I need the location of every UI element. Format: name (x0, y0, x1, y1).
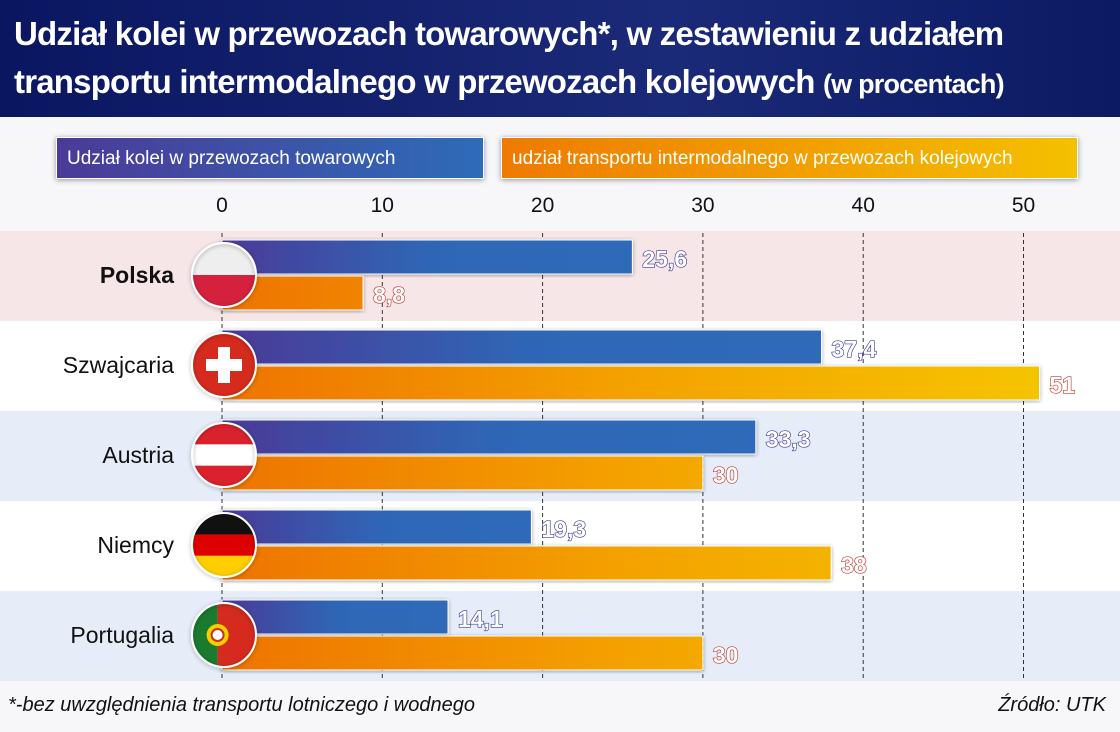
x-tick-label: 40 (852, 194, 875, 217)
bar-intermodal (221, 545, 832, 581)
data-label: 38 (841, 552, 867, 578)
flag-emblem (210, 628, 225, 642)
x-tick-label: 30 (691, 194, 714, 217)
flag-border (191, 602, 257, 668)
bar-intermodal (221, 365, 1041, 401)
data-label: 37,4 (832, 336, 877, 362)
x-tick-label: 50 (1012, 194, 1035, 217)
flag-border (191, 242, 257, 308)
data-label: 33,3 (766, 426, 811, 452)
bar-rail-share (221, 329, 823, 365)
flag-stripe (192, 423, 256, 445)
chart-title: Udział kolei w przewozach towarowych*, w… (0, 0, 1120, 117)
x-tick-label: 0 (216, 194, 228, 217)
bar-rail-share (221, 239, 633, 275)
footnote: *-bez uwzględnienia transportu lotniczeg… (8, 694, 475, 716)
flag-germany-icon (191, 512, 257, 578)
category-label: Szwajcaria (63, 352, 174, 378)
category-label: Niemcy (97, 532, 174, 558)
category-label: Austria (102, 442, 174, 468)
flag-cross (206, 359, 242, 371)
data-label: 25,6 (642, 246, 687, 272)
source: Źródło: UTK (998, 694, 1106, 716)
data-label: 30 (713, 642, 739, 668)
flag-body (192, 333, 256, 397)
bar-rail-share (221, 599, 449, 635)
flag-portugal-icon (191, 602, 257, 668)
bar-intermodal (221, 635, 704, 671)
data-label: 8,8 (373, 282, 405, 308)
bar-rail-share (221, 509, 532, 545)
flag-stripe (192, 444, 256, 467)
bar-intermodal (221, 455, 704, 491)
category-label: Polska (100, 262, 174, 288)
flag-stripe (192, 513, 256, 535)
data-label: 14,1 (458, 606, 503, 632)
x-tick-label: 10 (371, 194, 394, 217)
flag-stripe (192, 534, 256, 557)
x-tick-label: 20 (531, 194, 554, 217)
flag-border (191, 332, 257, 398)
category-label: Portugalia (70, 622, 174, 648)
legend-series-1: Udział kolei w przewozach towarowych (56, 137, 484, 179)
flag-border (191, 512, 257, 578)
flag-border (191, 422, 257, 488)
flag-poland-icon (191, 242, 257, 308)
bar-rail-share (221, 419, 757, 455)
data-label: 19,3 (541, 516, 586, 542)
title-suffix: (w procentach) (822, 69, 1005, 99)
data-label: 51 (1050, 372, 1076, 398)
flag-austria-icon (191, 422, 257, 488)
title-text: Udział kolei w przewozach towarowych*, w… (14, 15, 1004, 100)
legend-series-2: udział transportu intermodalnego w przew… (501, 137, 1078, 179)
data-label: 30 (713, 462, 739, 488)
flag-switzerland-icon (191, 332, 257, 398)
